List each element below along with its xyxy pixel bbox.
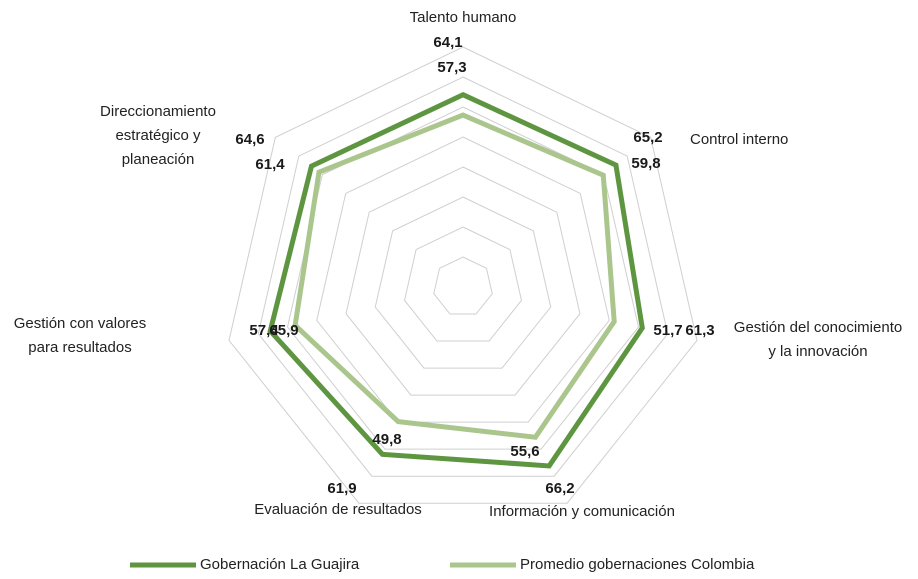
- value-label: 61,9: [327, 480, 356, 497]
- category-label: planeación: [122, 151, 195, 168]
- category-label: Control interno: [690, 131, 788, 148]
- category-label: Talento humano: [410, 9, 517, 26]
- grid-ring: [345, 166, 581, 396]
- value-label: 55,6: [510, 443, 539, 460]
- grid-ring: [228, 46, 698, 504]
- grid-ring: [286, 106, 640, 450]
- grid-ring: [433, 256, 493, 315]
- value-label: 61,3: [685, 322, 714, 339]
- value-label: 57,3: [437, 59, 466, 76]
- value-label: 57,4: [249, 322, 279, 339]
- value-label: 64,6: [235, 131, 264, 148]
- category-label: para resultados: [28, 339, 131, 356]
- category-label: Gestión con valores: [14, 315, 147, 332]
- grid-ring: [403, 226, 523, 342]
- category-label: Información y comunicación: [489, 503, 675, 520]
- legend-label: Promedio gobernaciones Colombia: [520, 556, 755, 573]
- value-label: 61,4: [255, 156, 285, 173]
- grid-ring: [257, 76, 669, 477]
- series-line: [267, 91, 645, 469]
- value-label: 64,1: [433, 34, 462, 51]
- category-label: Evaluación de resultados: [254, 501, 422, 518]
- category-label: Direccionamiento: [100, 103, 216, 120]
- value-label: 66,2: [545, 480, 574, 497]
- value-label: 51,7: [653, 322, 682, 339]
- category-label: y la innovación: [768, 343, 867, 360]
- value-label: 65,2: [633, 129, 662, 146]
- grid-ring: [374, 196, 552, 369]
- category-label: estratégico y: [115, 127, 201, 144]
- series-line: [292, 112, 617, 440]
- value-label: 49,8: [372, 431, 401, 448]
- value-label: 65,9: [269, 322, 298, 339]
- grid-ring: [316, 136, 610, 423]
- category-label: Gestión del conocimiento: [734, 319, 902, 336]
- legend-label: Gobernación La Guajira: [200, 556, 360, 573]
- value-label: 59,8: [631, 155, 660, 172]
